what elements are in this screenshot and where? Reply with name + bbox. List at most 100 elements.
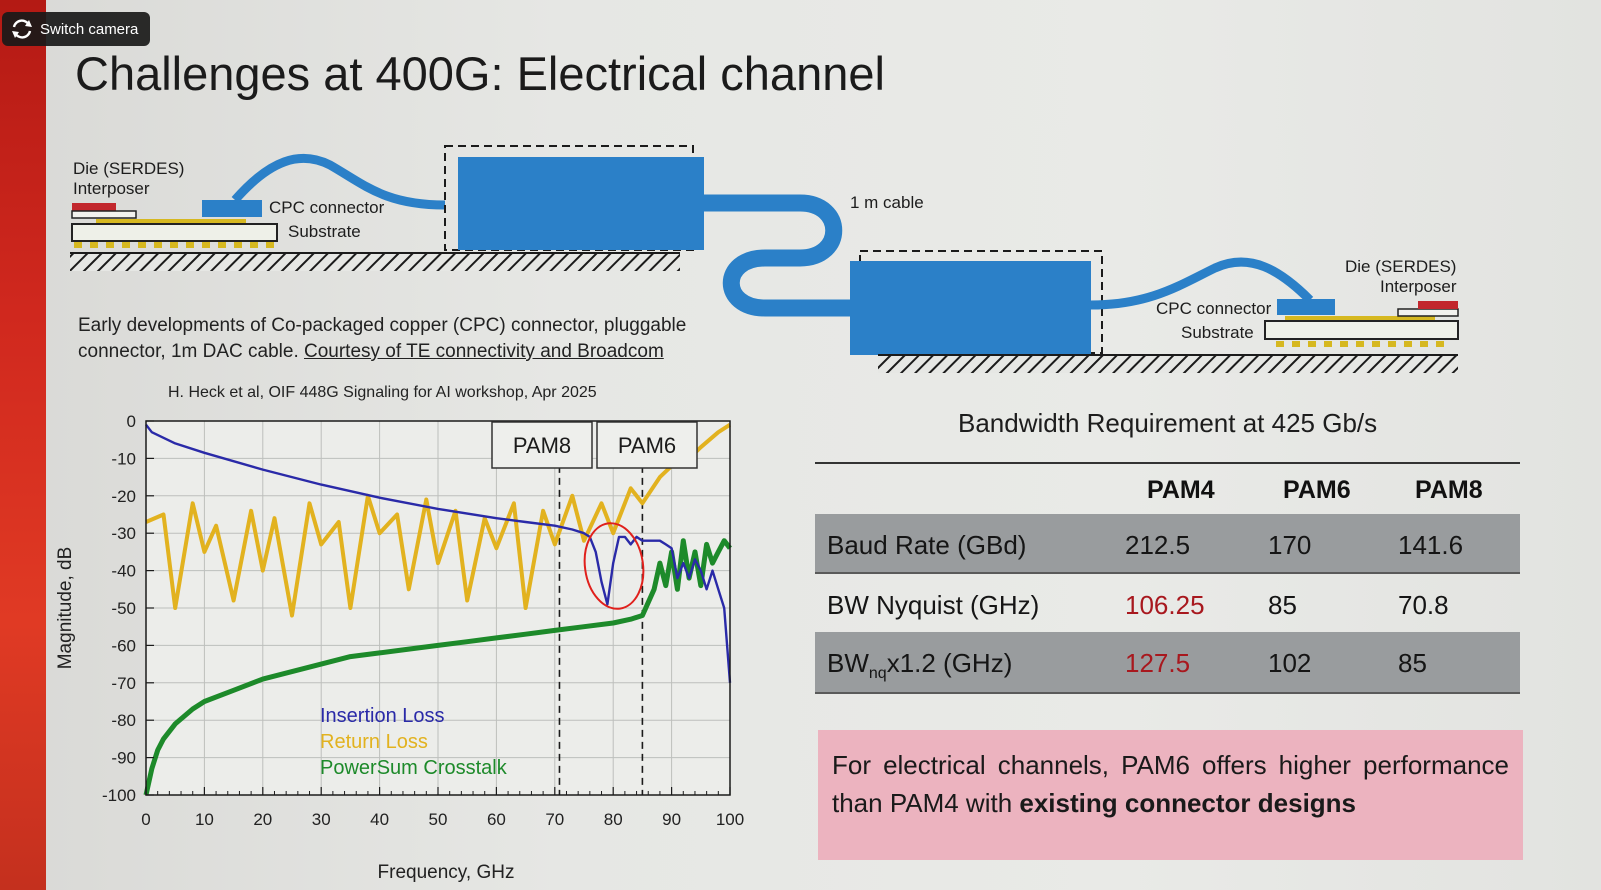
table-row-bw-nq-1-2: BWnqx1.2 (GHz) 127.5 102 85 [815, 632, 1520, 694]
cell-pam6: 170 [1268, 530, 1312, 560]
switch-camera-label: Switch camera [40, 20, 139, 38]
left-interposer-label: Interposer [73, 179, 150, 198]
y-tick-label: -70 [111, 674, 136, 693]
x-tick-label: 70 [545, 810, 564, 829]
right-solder-balls [1276, 341, 1444, 347]
row-label-rest: x1.2 (GHz) [886, 648, 1013, 678]
annotation-label-pam8: PAM8 [513, 433, 571, 458]
dac-cable [704, 194, 852, 317]
cell-pam4: 127.5 [1125, 648, 1191, 678]
x-tick-label: 90 [662, 810, 681, 829]
left-ground-plane [70, 253, 680, 271]
left-die [72, 203, 116, 211]
left-solder-balls [74, 242, 274, 248]
right-interposer-label: Interposer [1380, 277, 1457, 296]
legend-entry-return-loss: Return Loss [320, 731, 428, 753]
chart-grid [145, 420, 731, 796]
cell-pam8: 70.8 [1398, 590, 1449, 620]
row-label: Baud Rate (GBd) [827, 530, 1027, 560]
conclusion-box: For electrical channels, PAM6 offers hig… [818, 730, 1523, 860]
annotation-box-pam8 [491, 421, 593, 469]
y-tick-label: -60 [111, 636, 136, 655]
cable-label: 1 m cable [850, 193, 924, 212]
legend-entry-insertion-loss: Insertion Loss [320, 705, 445, 727]
chart-ticks: 0 10 20 30 40 50 60 70 80 90 100 0 -10 -20 -30 -40 -50 -6… [102, 412, 744, 829]
switch-camera-button[interactable]: Switch camera [2, 12, 150, 46]
left-pluggable-module [458, 157, 704, 250]
diagram-caption: Early developments of Co-packaged copper… [78, 313, 758, 365]
x-tick-label: 30 [312, 810, 331, 829]
chart-legend: Insertion Loss Return Loss PowerSum Crosst… [320, 705, 508, 779]
right-substrate [1264, 320, 1459, 340]
table-top-rule [815, 462, 1520, 464]
annotation-box-pam6 [596, 421, 698, 469]
slide-title: Challenges at 400G: Electrical channel [75, 47, 885, 100]
table-row-bw-nyquist: BW Nyquist (GHz) 106.25 85 70.8 [815, 574, 1520, 632]
y-tick-label: -90 [111, 749, 136, 768]
y-tick-label: -80 [111, 711, 136, 730]
x-tick-label: 20 [253, 810, 272, 829]
left-interposer [71, 210, 137, 219]
chart-annotations: PAM8 PAM6 [491, 421, 698, 469]
chart-series [143, 423, 732, 796]
left-substrate-label: Substrate [288, 222, 361, 241]
y-tick-label: -100 [102, 786, 136, 805]
x-tick-label: 80 [604, 810, 623, 829]
bandwidth-table: PAM4 PAM6 PAM8 Baud Rate (GBd) 212.5 170… [815, 468, 1520, 694]
left-substrate [71, 223, 278, 242]
column-header-pam6: PAM6 [1283, 476, 1351, 504]
series-line-insertion-loss [145, 423, 732, 683]
red-edge-decoration [0, 0, 46, 890]
chart-citation: H. Heck et al, OIF 448G Signaling for AI… [168, 384, 597, 401]
left-cpc-connector [202, 200, 262, 217]
right-ground-plane [878, 355, 1458, 373]
x-tick-label: 10 [195, 810, 214, 829]
conclusion-text: For electrical channels, PAM6 offers hig… [832, 750, 1509, 818]
pam-markers [558, 465, 644, 795]
x-axis-title: Frequency, GHz [378, 862, 515, 883]
y-tick-label: -30 [111, 524, 136, 543]
table-row-baud-rate: Baud Rate (GBd) 212.5 170 141.6 [815, 514, 1520, 574]
row-label: BWnqx1.2 (GHz) [827, 648, 1012, 683]
y-axis-title: Magnitude, dB [55, 547, 76, 670]
row-label-subscript: nq [868, 665, 887, 683]
right-substrate-label: Substrate [1181, 323, 1254, 342]
series-line-return-loss [145, 423, 732, 618]
cell-pam6: 102 [1268, 648, 1312, 678]
series-line-powersum-crosstalk [143, 538, 732, 796]
camera-switch-icon [12, 19, 32, 39]
right-pluggable-module [850, 261, 1091, 355]
column-header-pam8: PAM8 [1415, 476, 1483, 504]
cell-pam8: 141.6 [1398, 530, 1464, 560]
row-label: BW Nyquist (GHz) [827, 590, 1040, 620]
cell-pam8: 85 [1398, 648, 1427, 678]
cell-pam4: 106.25 [1125, 590, 1205, 620]
bandwidth-table-title: Bandwidth Requirement at 425 Gb/s [958, 408, 1378, 438]
conclusion-bold-text: existing connector designs [1019, 788, 1357, 818]
highlight-circle [583, 522, 645, 610]
caption-text: Early developments of Co-packaged copper… [78, 315, 687, 362]
y-tick-label: -10 [111, 449, 136, 468]
right-cpc-connector [1277, 299, 1335, 315]
y-tick-label: -50 [111, 599, 136, 618]
column-header-pam4: PAM4 [1147, 476, 1215, 504]
left-die-label: Die (SERDES) [73, 159, 185, 178]
x-tick-label: 40 [370, 810, 389, 829]
right-die [1418, 301, 1458, 309]
y-tick-label: 0 [127, 412, 136, 431]
row-label-main: BW [827, 648, 869, 678]
x-tick-label: 60 [487, 810, 506, 829]
x-tick-label: 100 [716, 810, 744, 829]
left-cpc-label: CPC connector [269, 198, 385, 217]
table-header-row: PAM4 PAM6 PAM8 [815, 468, 1520, 514]
cell-pam4: 212.5 [1125, 530, 1191, 560]
annotation-label-pam6: PAM6 [618, 433, 676, 458]
legend-entry-powersum-crosstalk: PowerSum Crosstalk [320, 757, 508, 779]
y-tick-label: -40 [111, 562, 136, 581]
caption-credit-link[interactable]: Courtesy of TE connectivity and Broadcom [304, 341, 664, 362]
x-tick-label: 50 [429, 810, 448, 829]
right-cpc-label: CPC connector [1156, 299, 1272, 318]
